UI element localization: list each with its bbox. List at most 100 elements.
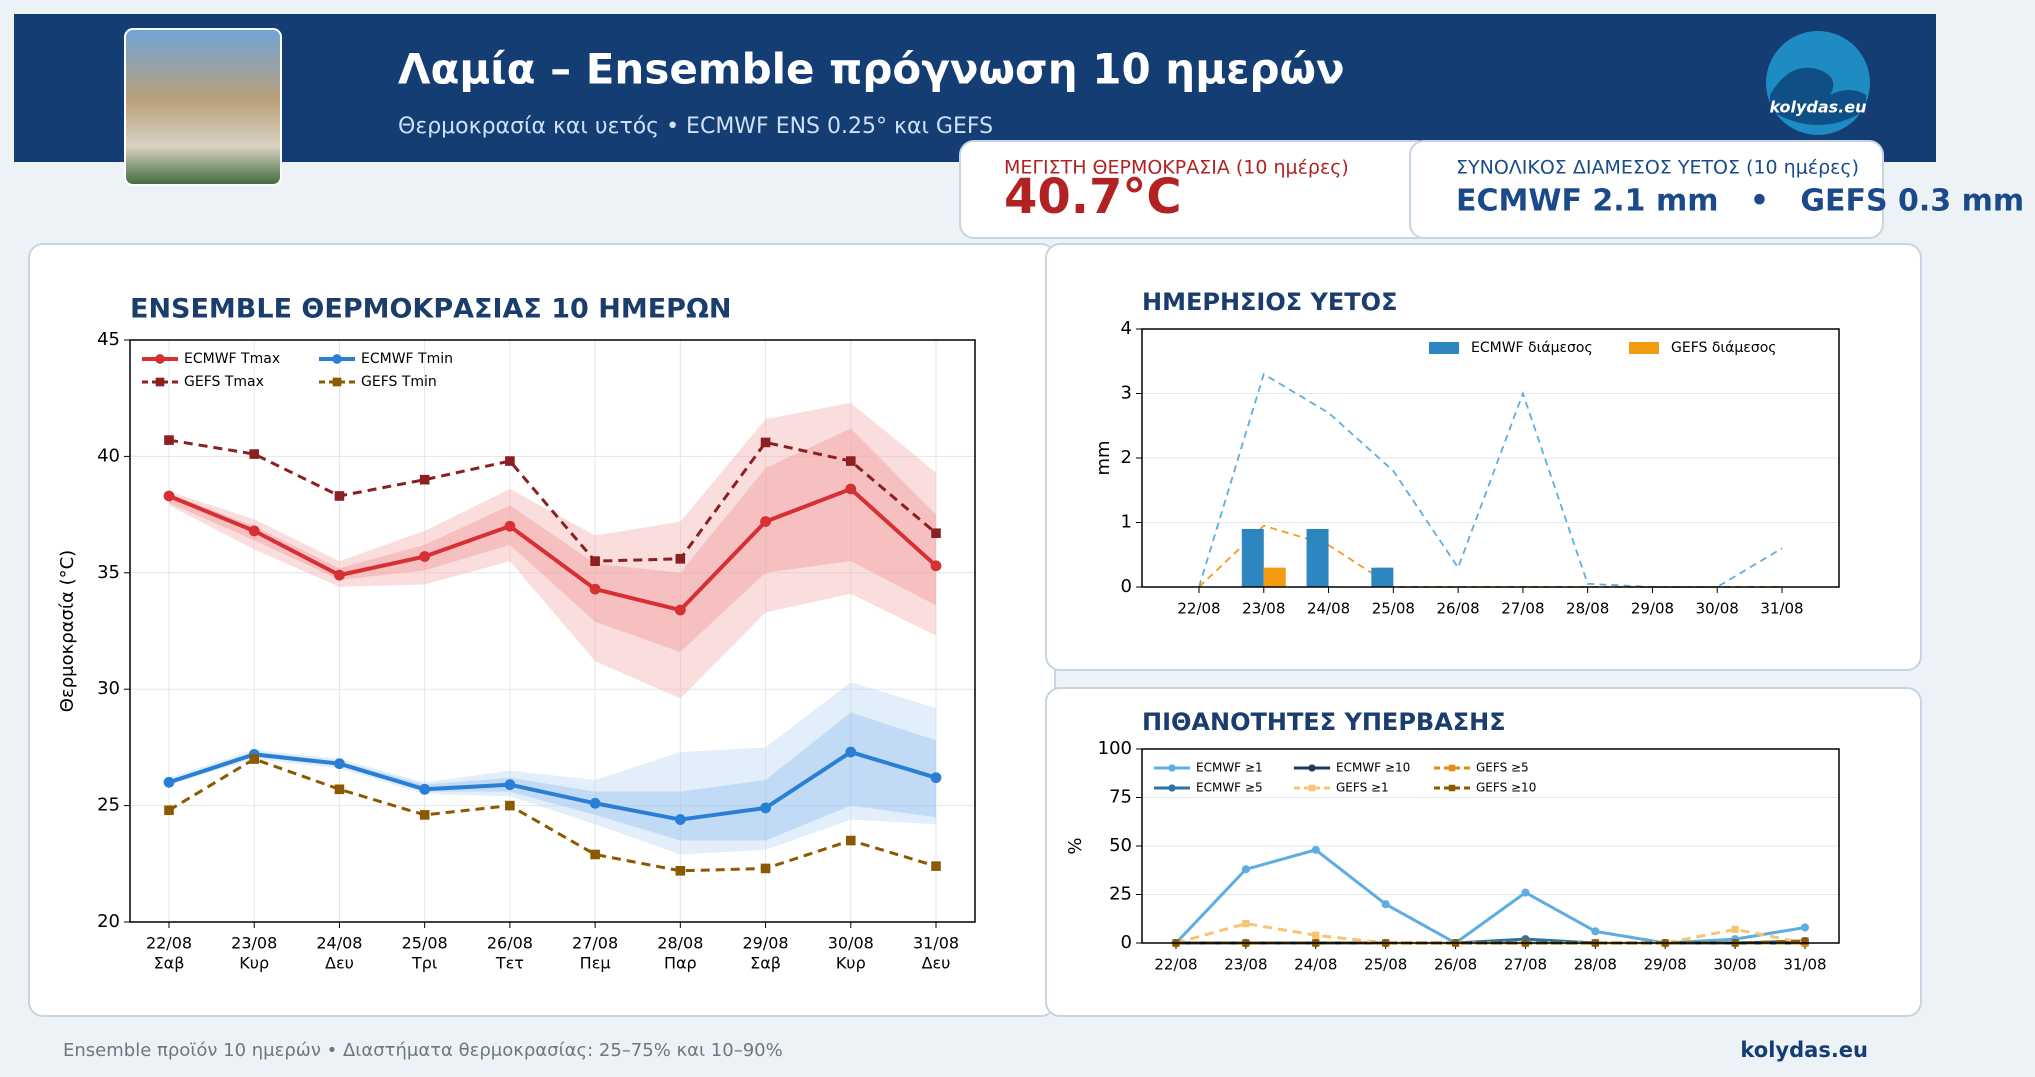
marker xyxy=(332,377,342,387)
y-tick-label: 0 xyxy=(1121,576,1132,597)
x-tick-label: 31/08 xyxy=(913,934,959,953)
marker xyxy=(164,805,174,816)
y-axis-label: mm xyxy=(1093,440,1114,475)
marker xyxy=(1800,923,1810,932)
series-line xyxy=(168,757,937,873)
footer-brand[interactable]: kolydas.eu xyxy=(1740,1038,1868,1062)
x-tick-label: 25/08 xyxy=(1372,600,1415,618)
marker xyxy=(334,784,345,795)
marker xyxy=(1521,888,1530,897)
marker xyxy=(504,520,516,532)
marker xyxy=(155,377,165,387)
legend-label: ECMWF ≥10 xyxy=(1336,761,1410,775)
x-tick-label: 30/08 xyxy=(828,934,874,953)
x-tick-label: 24/08 xyxy=(316,934,362,953)
x-tick-label: 23/08 xyxy=(1224,956,1267,974)
marker xyxy=(419,783,431,795)
marker xyxy=(845,835,856,846)
legend-label: ECMWF Tmax xyxy=(184,351,280,367)
y-tick-label: 75 xyxy=(1109,787,1132,808)
y-tick-label: 35 xyxy=(97,562,120,583)
legend-label: ECMWF Tmin xyxy=(361,351,453,367)
x-tick-label: 26/08 xyxy=(487,934,533,953)
x-tick-sublabel: Τετ xyxy=(495,954,524,973)
x-tick-sublabel: Κυρ xyxy=(836,954,866,973)
legend-swatch xyxy=(1429,342,1459,354)
panel xyxy=(28,243,1056,1017)
y-tick-label: 25 xyxy=(1109,884,1132,905)
marker xyxy=(760,516,771,527)
x-tick-label: 24/08 xyxy=(1294,956,1337,974)
marker xyxy=(334,491,345,501)
marker xyxy=(419,551,431,562)
marker xyxy=(505,456,515,466)
x-tick-label: 28/08 xyxy=(1566,600,1609,618)
legend-label: ECMWF ≥5 xyxy=(1196,781,1263,795)
legend-label: ECMWF ≥1 xyxy=(1196,761,1263,775)
x-tick-label: 28/08 xyxy=(657,934,703,953)
series-line xyxy=(168,438,937,563)
x-tick-label: 27/08 xyxy=(572,934,618,953)
legend-swatch xyxy=(1629,342,1659,354)
marker xyxy=(674,814,686,825)
marker xyxy=(589,797,601,809)
marker xyxy=(1801,937,1809,945)
marker xyxy=(1308,784,1316,792)
band xyxy=(169,402,936,699)
y-tick-label: 2 xyxy=(1121,447,1132,468)
y-tick-label: 4 xyxy=(1121,318,1132,339)
marker xyxy=(1381,900,1390,909)
panel xyxy=(1045,687,1922,1017)
bar xyxy=(1263,567,1286,587)
x-tick-label: 26/08 xyxy=(1434,956,1477,974)
marker xyxy=(1308,764,1316,772)
y-tick-label: 20 xyxy=(97,911,120,932)
x-tick-sublabel: Σαβ xyxy=(750,954,781,973)
legend-label: GEFS διάμεσος xyxy=(1671,340,1777,356)
logo-wave xyxy=(1770,67,1866,125)
panel-title: ΠΙΘΑΝΟΤΗΤΕΣ ΥΠΕΡΒΑΣΗΣ xyxy=(1142,708,1506,736)
page-subtitle: Θερμοκρασία και υετός • ECMWF ENS 0.25° … xyxy=(398,114,993,139)
marker xyxy=(1448,784,1456,792)
marker xyxy=(931,528,941,539)
y-tick-label: 0 xyxy=(1121,932,1132,953)
panel xyxy=(1045,243,1922,671)
x-tick-label: 30/08 xyxy=(1696,600,1739,618)
x-tick-label: 22/08 xyxy=(1177,600,1220,618)
marker xyxy=(845,746,857,758)
x-tick-sublabel: Κυρ xyxy=(239,954,269,973)
y-tick-label: 50 xyxy=(1109,835,1132,856)
marker xyxy=(163,776,175,788)
x-tick-label: 29/08 xyxy=(1644,956,1687,974)
marker xyxy=(332,354,342,364)
x-tick-label: 23/08 xyxy=(1242,600,1285,618)
x-tick-label: 27/08 xyxy=(1501,600,1544,618)
marker xyxy=(845,483,857,495)
x-tick-label: 31/08 xyxy=(1760,600,1803,618)
legend-label: ECMWF διάμεσος xyxy=(1471,340,1593,356)
marker xyxy=(1168,784,1176,792)
marker xyxy=(334,758,345,770)
stat-value: 40.7°C xyxy=(1004,169,1182,225)
marker xyxy=(504,779,516,791)
marker xyxy=(155,354,165,364)
series-line xyxy=(1174,848,1806,945)
x-tick-label: 23/08 xyxy=(231,934,277,953)
marker xyxy=(1168,764,1176,772)
marker xyxy=(1241,865,1250,874)
panel-title: ENSEMBLE ΘΕΡΜΟΚΡΑΣΙΑΣ 10 ΗΜΕΡΩΝ xyxy=(130,294,732,325)
marker xyxy=(760,437,771,448)
stat-label: ΜΕΓΙΣΤΗ ΘΕΡΜΟΚΡΑΣΙΑ (10 ημέρες) xyxy=(1004,157,1349,179)
marker xyxy=(505,800,515,811)
bar xyxy=(1241,528,1264,587)
legend-label: GEFS ≥5 xyxy=(1476,761,1529,775)
x-tick-sublabel: Τρι xyxy=(411,954,437,973)
marker xyxy=(163,490,175,502)
bar xyxy=(1306,528,1329,587)
series-line xyxy=(168,486,938,613)
footer-note: Ensemble προϊόν 10 ημερών • Διαστήματα θ… xyxy=(63,1040,783,1061)
x-tick-sublabel: Σαβ xyxy=(154,954,185,973)
marker xyxy=(1448,764,1456,772)
marker xyxy=(590,556,600,566)
